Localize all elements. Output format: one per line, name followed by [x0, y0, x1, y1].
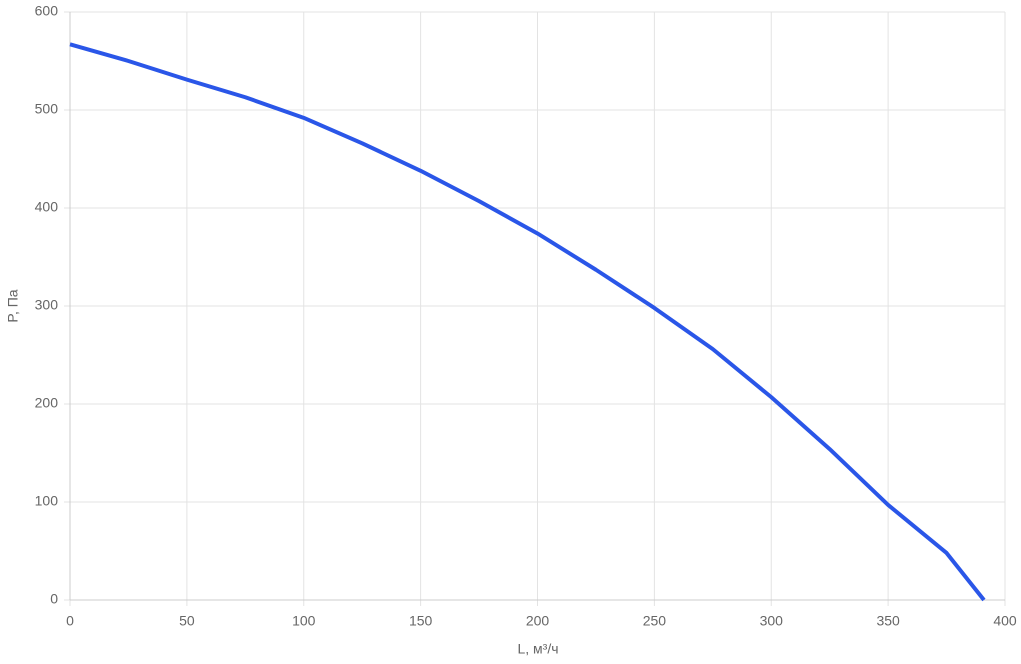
x-tick-label: 0	[66, 613, 74, 629]
data-line	[69, 42, 986, 602]
y-tick-label: 300	[35, 297, 59, 313]
x-tick-label: 250	[643, 613, 667, 629]
y-axis-label: P, Па	[5, 289, 21, 322]
x-tick-label: 50	[179, 613, 195, 629]
x-tick-label: 200	[526, 613, 550, 629]
y-tick-label: 600	[35, 3, 59, 19]
y-tick-label: 500	[35, 101, 59, 117]
y-tick-label: 100	[35, 493, 59, 509]
x-tick-label: 300	[760, 613, 784, 629]
y-tick-label: 400	[35, 199, 59, 215]
x-tick-label: 150	[409, 613, 433, 629]
x-tick-label: 100	[292, 613, 316, 629]
x-tick-label: 400	[993, 613, 1017, 629]
y-tick-label: 200	[35, 395, 59, 411]
y-tick-label: 0	[50, 591, 58, 607]
x-axis-label: L, м³/ч	[517, 641, 558, 657]
x-tick-label: 350	[876, 613, 900, 629]
